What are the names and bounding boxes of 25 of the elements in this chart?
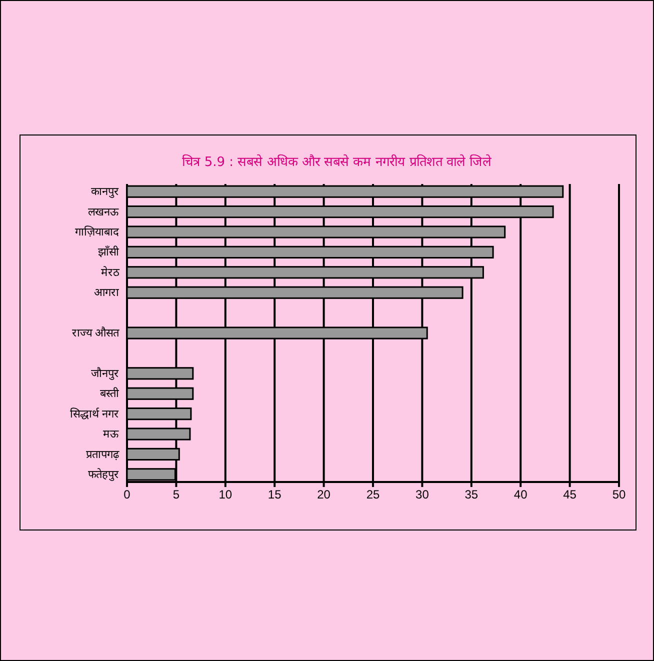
x-tick-label: 15	[268, 488, 282, 502]
chart-title: चित्र 5.9 : सबसे अधिक और सबसे कम नगरीय प्रतिशत वाले जिले	[182, 154, 492, 170]
y-tick-label: कानपुर	[91, 186, 119, 198]
y-tick-label: आगरा	[94, 287, 119, 300]
x-tick-label: 25	[366, 488, 380, 502]
y-tick-label: लखनऊ	[88, 206, 119, 218]
y-tick-label: गाज़ियाबाद	[75, 226, 119, 239]
y-tick-label: प्रतापगढ़	[86, 448, 120, 461]
x-tick-label: 5	[172, 488, 180, 502]
y-tick-label: बस्ती	[100, 387, 119, 400]
x-tick-label: 0	[124, 488, 131, 502]
x-tick-label: 40	[514, 488, 528, 502]
x-tick-label: 30	[416, 488, 430, 502]
y-tick-label: मेरठ	[101, 266, 120, 279]
y-tick-label: राज्य औसत	[72, 326, 120, 340]
x-tick-label: 20	[317, 488, 331, 502]
y-tick-label: झाँसी	[98, 246, 119, 259]
y-tick-label: सिद्धार्थ नगर	[70, 407, 119, 420]
y-tick-label: फतेहपुर	[88, 468, 119, 481]
x-tick-label: 45	[563, 488, 577, 502]
x-tick-label: 35	[464, 488, 478, 502]
x-tick-label: 50	[612, 488, 626, 502]
y-tick-label: जौनपुर	[91, 366, 119, 380]
x-tick-label: 10	[218, 488, 232, 502]
y-tick-label: मऊ	[103, 428, 119, 441]
